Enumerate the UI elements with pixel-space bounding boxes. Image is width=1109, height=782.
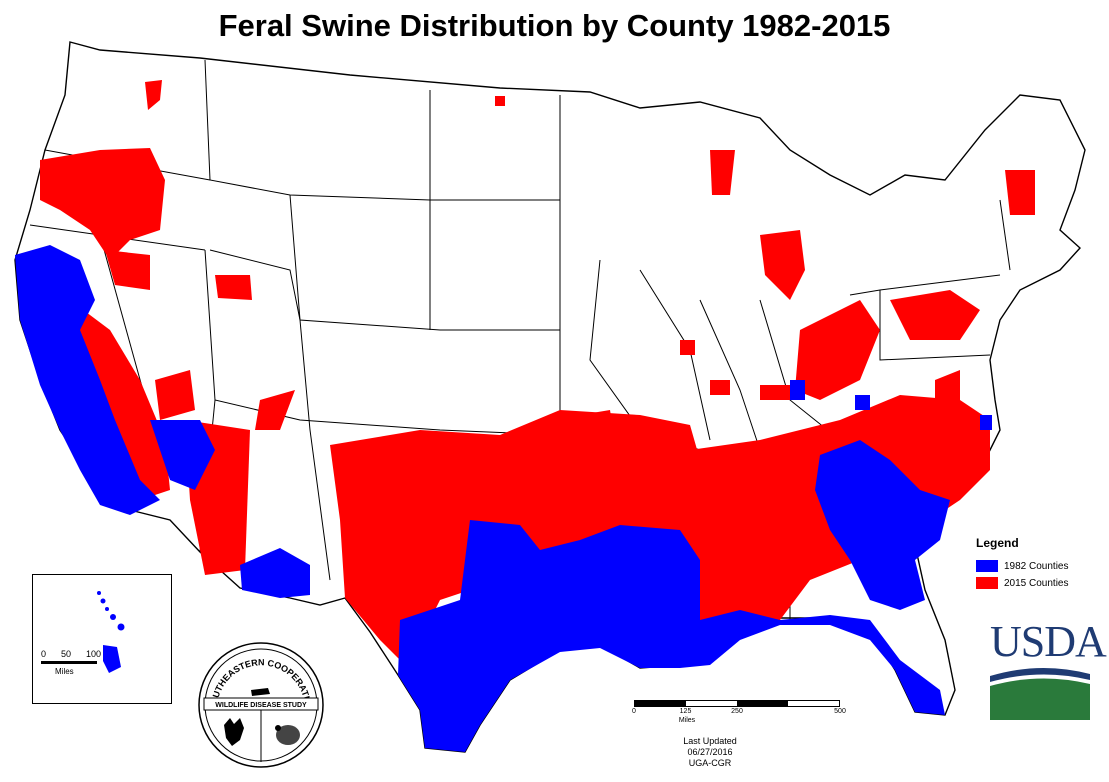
scale-tick: 250 (731, 708, 743, 715)
legend-swatch (976, 560, 998, 572)
scwds-seal: SOUTHEASTERN COOPERATIVE WILDLIFE DISEAS… (192, 632, 326, 775)
usda-logo-text: USDA (990, 617, 1107, 666)
scale-bar: 0 125 250 500 Miles (632, 700, 846, 724)
last-updated-date: Last Updated 06/27/2016 (683, 736, 737, 757)
legend-title: Legend (976, 536, 1019, 550)
legend-label: 2015 Counties (1004, 577, 1069, 589)
legend-item-2015: 2015 Counties (976, 577, 1069, 589)
hawaii-scale-bar (41, 661, 97, 664)
counties-2015 (40, 80, 1035, 660)
legend: Legend 1982 Counties 2015 Counties (976, 536, 1069, 594)
hawaii-scale-tick: 100 (85, 649, 101, 659)
deer-icon (224, 718, 244, 746)
legend-label: 1982 Counties (1004, 560, 1069, 572)
usda-logo: USDA (990, 617, 1107, 720)
hawaii-inset: 0 50 100 Miles (32, 574, 172, 704)
legend-swatch (976, 577, 998, 589)
last-updated: Last Updated 06/27/2016 UGA-CGR (660, 736, 760, 769)
hawaii-scale-tick: 50 (60, 649, 71, 659)
map-title: Feral Swine Distribution by County 1982-… (218, 8, 891, 43)
usda-logo-hills-icon (990, 667, 1090, 720)
legend-item-1982: 1982 Counties (976, 560, 1069, 572)
hawaii-scale-unit: Miles (55, 667, 74, 676)
seal-band-text: WILDLIFE DISEASE STUDY (215, 702, 307, 709)
last-updated-source: UGA-CGR (688, 758, 732, 768)
hawaii-map (97, 591, 125, 673)
scale-tick: 500 (834, 708, 846, 715)
counties-1982 (15, 245, 992, 752)
turkey-icon (275, 725, 300, 745)
scale-unit: Miles (678, 717, 696, 724)
scale-tick: 0 (632, 708, 636, 715)
hawaii-scale: 0 50 100 Miles (41, 649, 101, 676)
hawaii-scale-tick: 0 (41, 649, 47, 659)
pig-icon (251, 688, 270, 696)
scale-tick: 125 (679, 708, 692, 715)
